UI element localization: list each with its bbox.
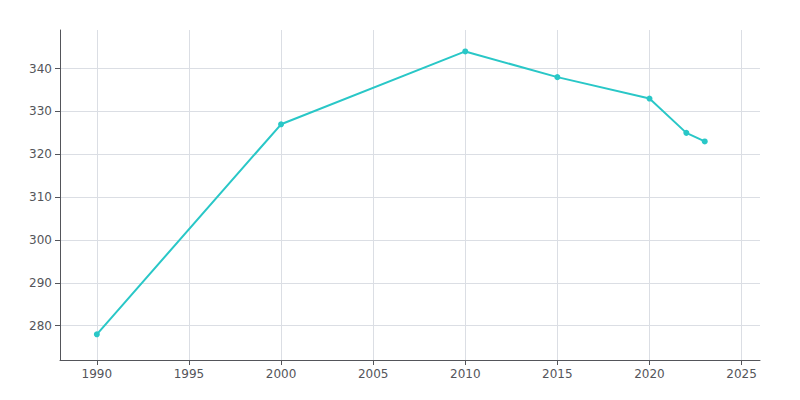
- svg-text:310: 310: [29, 190, 52, 204]
- svg-text:290: 290: [29, 276, 52, 290]
- svg-text:330: 330: [29, 104, 52, 118]
- svg-text:300: 300: [29, 233, 52, 247]
- svg-text:340: 340: [29, 62, 52, 76]
- svg-text:2010: 2010: [450, 367, 481, 381]
- svg-text:1990: 1990: [82, 367, 113, 381]
- svg-text:2015: 2015: [542, 367, 573, 381]
- svg-text:2025: 2025: [726, 367, 757, 381]
- svg-text:320: 320: [29, 147, 52, 161]
- svg-text:1995: 1995: [174, 367, 205, 381]
- svg-text:280: 280: [29, 319, 52, 333]
- svg-text:2005: 2005: [358, 367, 389, 381]
- svg-text:2000: 2000: [266, 367, 297, 381]
- svg-text:2020: 2020: [634, 367, 665, 381]
